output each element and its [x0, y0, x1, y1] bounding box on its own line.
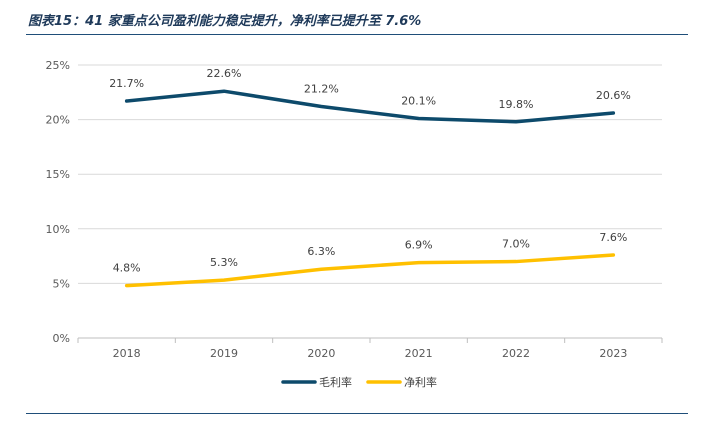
- y-tick-label: 15%: [46, 168, 70, 181]
- y-tick-label: 5%: [53, 277, 70, 290]
- data-label: 20.6%: [596, 89, 631, 102]
- data-label: 7.0%: [502, 238, 530, 251]
- series-line-net-margin: [124, 253, 616, 288]
- data-label: 5.3%: [210, 256, 238, 269]
- x-tick-label: 2021: [405, 347, 433, 360]
- legend-label: 毛利率: [319, 375, 352, 389]
- y-tick-label: 0%: [53, 332, 70, 345]
- y-tick-label: 20%: [46, 114, 70, 127]
- data-label: 6.9%: [405, 239, 433, 252]
- data-label: 22.6%: [207, 67, 242, 80]
- x-tick-label: 2020: [307, 347, 335, 360]
- y-tick-label: 10%: [46, 223, 70, 236]
- data-label: 7.6%: [599, 231, 627, 244]
- data-label: 19.8%: [499, 98, 534, 111]
- bottom-divider: [26, 413, 688, 414]
- top-divider: [26, 34, 688, 35]
- x-tick-label: 2019: [210, 347, 238, 360]
- chart-title: 图表15：41 家重点公司盈利能力稳定提升，净利率已提升至 7.6%: [28, 14, 422, 29]
- y-tick-label: 25%: [46, 59, 70, 72]
- x-tick-label: 2023: [599, 347, 627, 360]
- x-tick-label: 2022: [502, 347, 530, 360]
- data-label: 4.8%: [113, 262, 141, 275]
- data-label: 21.7%: [109, 77, 144, 90]
- legend-label: 净利率: [404, 375, 437, 389]
- data-label: 20.1%: [401, 95, 436, 108]
- data-label: 21.2%: [304, 82, 339, 95]
- x-tick-label: 2018: [113, 347, 141, 360]
- data-label: 6.3%: [307, 245, 335, 258]
- series-line-gross-margin: [124, 89, 616, 124]
